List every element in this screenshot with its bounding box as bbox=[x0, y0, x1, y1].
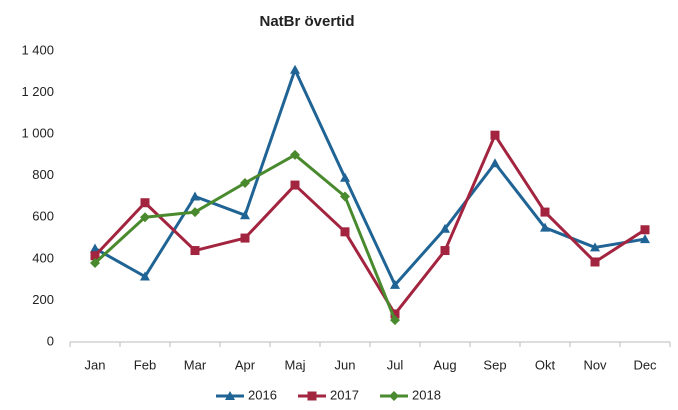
x-tick-label: Sep bbox=[483, 357, 506, 372]
marker bbox=[389, 391, 399, 401]
y-tick-label: 400 bbox=[32, 250, 54, 265]
marker bbox=[225, 391, 235, 400]
x-tick-label: Dec bbox=[633, 357, 657, 372]
y-tick-label: 600 bbox=[32, 209, 54, 224]
marker bbox=[290, 180, 300, 190]
marker bbox=[540, 222, 550, 232]
x-tick-label: Jun bbox=[335, 357, 356, 372]
marker bbox=[390, 309, 400, 319]
marker bbox=[590, 242, 600, 252]
series-line bbox=[94, 68, 646, 287]
x-tick-label: Okt bbox=[535, 357, 556, 372]
legend-label: 2018 bbox=[412, 387, 441, 402]
marker bbox=[240, 210, 250, 220]
marker bbox=[340, 227, 350, 237]
y-tick-label: 800 bbox=[32, 167, 54, 182]
marker bbox=[90, 251, 100, 261]
marker bbox=[590, 257, 600, 267]
marker bbox=[240, 177, 250, 188]
x-tick-label: Feb bbox=[134, 357, 156, 372]
legend-label: 2016 bbox=[248, 387, 277, 402]
marker bbox=[140, 198, 150, 208]
marker bbox=[490, 158, 500, 168]
x-tick-label: Apr bbox=[235, 357, 256, 372]
series-line bbox=[93, 133, 646, 316]
marker bbox=[640, 225, 650, 235]
x-tick-label: Aug bbox=[433, 357, 456, 372]
marker bbox=[90, 243, 100, 253]
marker bbox=[540, 207, 550, 217]
marker bbox=[340, 191, 350, 202]
marker bbox=[440, 246, 450, 256]
marker bbox=[290, 64, 300, 74]
y-tick-label: 1 000 bbox=[21, 126, 54, 141]
marker bbox=[640, 234, 650, 244]
legend-label: 2017 bbox=[330, 387, 359, 402]
marker bbox=[240, 233, 250, 243]
marker bbox=[307, 391, 317, 401]
marker bbox=[490, 130, 500, 140]
marker bbox=[90, 258, 100, 269]
marker bbox=[290, 149, 300, 160]
y-tick-label: 1 200 bbox=[21, 84, 54, 99]
marker bbox=[190, 246, 200, 256]
x-tick-label: Mar bbox=[184, 357, 207, 372]
marker bbox=[190, 191, 200, 201]
x-tick-label: Jan bbox=[85, 357, 106, 372]
marker bbox=[390, 315, 400, 326]
x-tick-label: Jul bbox=[387, 357, 404, 372]
marker bbox=[340, 172, 350, 182]
marker bbox=[140, 271, 150, 281]
x-tick-label: Nov bbox=[583, 357, 607, 372]
marker bbox=[440, 223, 450, 233]
y-tick-label: 1 400 bbox=[21, 42, 54, 57]
y-tick-label: 0 bbox=[47, 333, 54, 348]
chart-title: NatBr övertid bbox=[259, 13, 354, 30]
y-tick-label: 200 bbox=[32, 292, 54, 307]
marker bbox=[140, 212, 150, 223]
marker bbox=[190, 207, 200, 218]
x-tick-label: Maj bbox=[285, 357, 306, 372]
marker bbox=[390, 279, 400, 289]
